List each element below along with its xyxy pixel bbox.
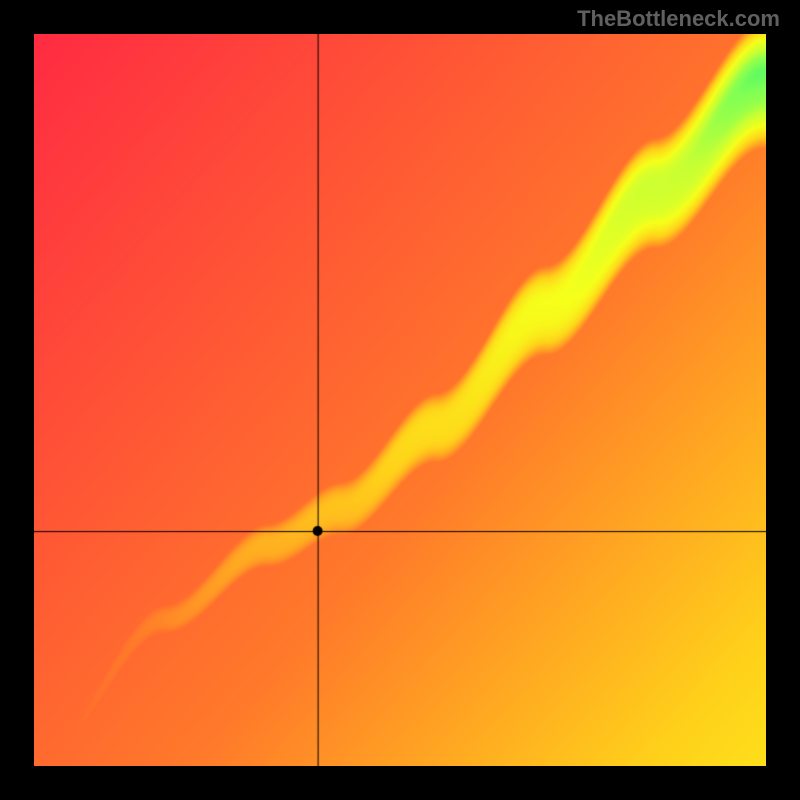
- chart-container: TheBottleneck.com: [0, 0, 800, 800]
- watermark-text: TheBottleneck.com: [577, 6, 780, 32]
- bottleneck-heatmap: [34, 34, 766, 766]
